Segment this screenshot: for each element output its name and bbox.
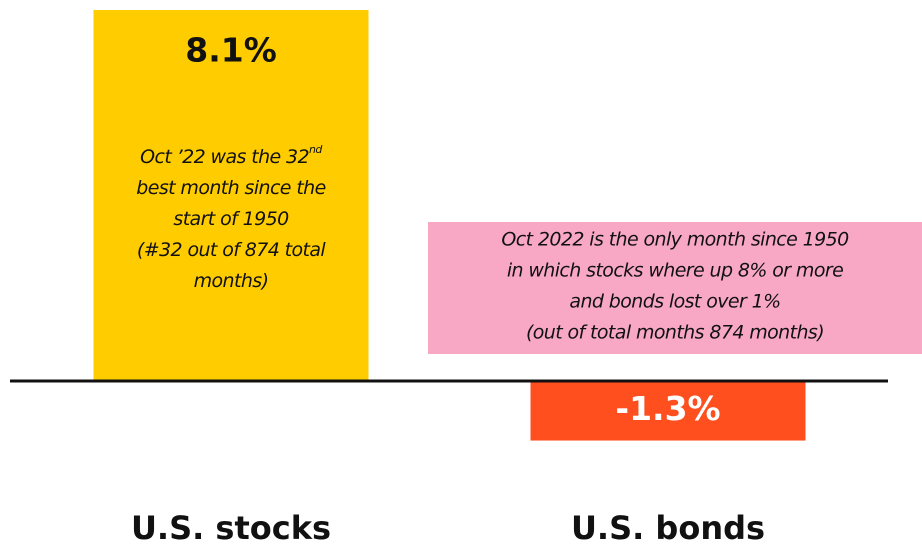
annotation-superscript: nd xyxy=(309,143,323,156)
annotation-text: (#32 out of 874 total xyxy=(137,239,327,261)
annotation-text: Oct ’22 was the 32nd xyxy=(140,143,323,168)
value-label: 8.1% xyxy=(185,31,277,70)
annotation-line: Oct ’22 was the 32 xyxy=(140,146,309,168)
annotation-text: (out of total months 874 months) xyxy=(526,322,824,344)
annotation-text: start of 1950 xyxy=(173,208,289,230)
annotation-text: Oct 2022 is the only month since 1950 xyxy=(501,229,849,251)
annotation-box xyxy=(428,222,922,354)
bar xyxy=(530,380,806,441)
annotation-line: best month since the xyxy=(136,177,325,199)
annotation-text: months) xyxy=(194,270,269,292)
value-label: -1.3% xyxy=(615,389,720,428)
x-tick-label: U.S. bonds xyxy=(571,509,765,546)
annotation-line: (#32 out of 874 total xyxy=(137,239,327,261)
x-tick-label: U.S. stocks xyxy=(131,509,331,546)
bar xyxy=(93,10,369,381)
annotation-text: and bonds lost over 1% xyxy=(569,291,780,313)
annotation-text: best month since the xyxy=(136,177,325,199)
annotation-line: months) xyxy=(194,270,269,292)
annotation-text: in which stocks where up 8% or more xyxy=(507,260,843,282)
annotation-line: start of 1950 xyxy=(173,208,289,230)
